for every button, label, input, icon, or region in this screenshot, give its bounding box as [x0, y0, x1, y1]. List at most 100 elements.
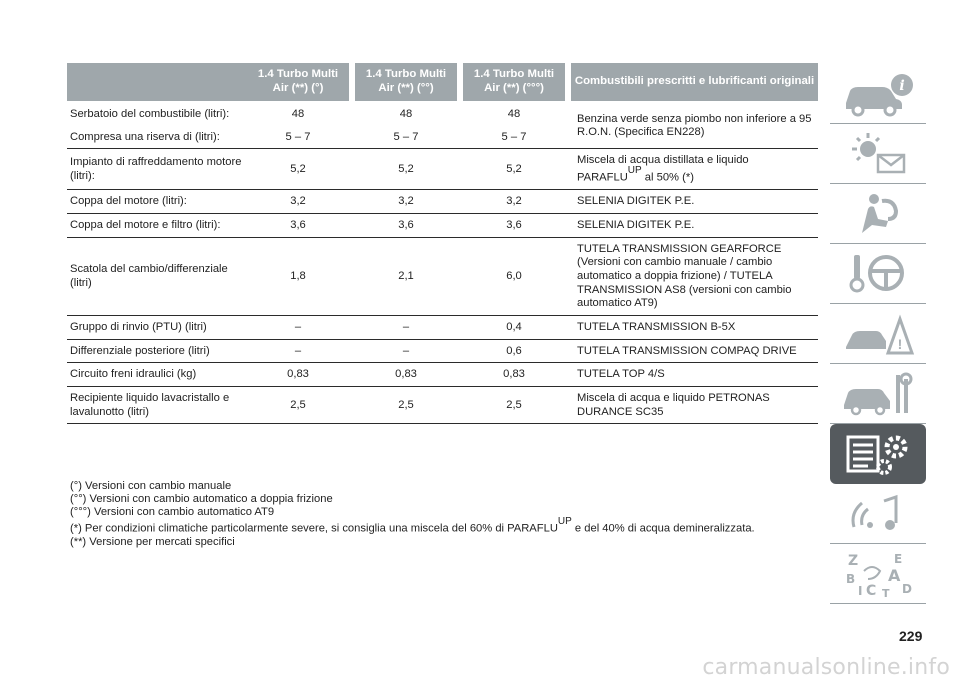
- value-cell: 3,2: [290, 195, 306, 208]
- header-engine-at9: 1.4 Turbo Multi Air (**) (°°°): [463, 63, 565, 101]
- paraflu-up-sup: UP: [627, 164, 642, 176]
- svg-text:T: T: [882, 587, 890, 599]
- svg-text:D: D: [902, 582, 912, 596]
- svg-text:E: E: [894, 552, 902, 566]
- technical-data-icon: [846, 435, 908, 475]
- svg-text:A: A: [888, 566, 901, 585]
- multimedia-icon: [851, 494, 898, 530]
- car-maintenance-icon: [844, 372, 913, 415]
- value-cell: 2,5: [398, 398, 414, 411]
- row-label: Serbatoio del combustibile (litri):: [70, 108, 230, 120]
- value-cell: 48: [291, 108, 305, 120]
- table-row: Differenziale posteriore (litri) – – 0,6…: [67, 339, 818, 363]
- value-cell: 3,6: [290, 219, 306, 232]
- row-label: Gruppo di rinvio (PTU) (litri): [70, 320, 207, 333]
- alphabetical-index-icon: Z E B A I C T D: [846, 552, 912, 599]
- tab-car-info[interactable]: i: [830, 64, 926, 124]
- svg-text:!: !: [898, 336, 903, 352]
- svg-text:B: B: [846, 572, 855, 586]
- tab-dashboard-lights[interactable]: [830, 124, 926, 184]
- fluid-cell: SELENIA DIGITEK P.E.: [577, 195, 695, 208]
- value-cell: 1,8: [290, 269, 306, 282]
- value-cell: 3,2: [398, 195, 414, 208]
- footnote-text: (*) Per condizioni climatiche particolar…: [70, 523, 558, 536]
- svg-text:i: i: [899, 78, 904, 94]
- value-cell: 6,0: [506, 269, 522, 282]
- value-cell: –: [294, 320, 302, 333]
- value-cell: –: [402, 344, 410, 357]
- row-label: Impianto di raffreddamento motore (litri…: [70, 156, 242, 182]
- value-cell: 0,83: [503, 368, 525, 381]
- airbag-seat-icon: [862, 193, 899, 233]
- value-cell: –: [402, 320, 410, 333]
- tab-index[interactable]: Z E B A I C T D: [830, 544, 926, 604]
- header-engine-dual-clutch: 1.4 Turbo Multi Air (**) (°°): [355, 63, 457, 101]
- footnote: (°°°) Versioni con cambio automatico AT9: [70, 506, 275, 519]
- tab-technical-data[interactable]: [830, 424, 926, 484]
- table-row: Gruppo di rinvio (PTU) (litri) – – 0,4 T…: [67, 315, 818, 340]
- table-footnotes: (°) Versioni con cambio manuale (°°) Ver…: [70, 480, 830, 549]
- row-label: Recipiente liquido lavacristallo e laval…: [70, 391, 230, 418]
- table-row: Serbatoio del combustibile (litri): 48 4…: [67, 101, 818, 150]
- chapter-sidebar: i !: [830, 64, 926, 604]
- table-row: Recipiente liquido lavacristallo e laval…: [67, 386, 818, 424]
- tab-multimedia[interactable]: [830, 484, 926, 544]
- footnote: (*) Per condizioni climatiche particolar…: [70, 516, 830, 536]
- emergency-icon: !: [846, 313, 915, 354]
- table-header-row: 1.4 Turbo Multi Air (**) (°) 1.4 Turbo M…: [67, 63, 818, 101]
- fluid-cell: TUTELA TRANSMISSION B-5X: [577, 320, 736, 333]
- tab-maintenance[interactable]: [830, 364, 926, 424]
- value-cell: 5,2: [506, 163, 522, 175]
- table-row: Circuito freni idraulici (kg) 0,83 0,83 …: [67, 363, 818, 387]
- row-label: Circuito freni idraulici (kg): [70, 368, 197, 381]
- header-blank: [67, 63, 247, 101]
- fluid-cell: TUTELA TRANSMISSION GEARFORCE (Versioni …: [577, 242, 792, 310]
- table-row: Impianto di raffreddamento motore (litri…: [67, 149, 818, 190]
- footnote-text-tail: e del 40% di acqua demineralizzata.: [571, 523, 755, 536]
- value-cell: 5 – 7: [355, 125, 457, 150]
- value-cell: –: [294, 344, 302, 357]
- footnote: (**) Versione per mercati specifici: [70, 536, 235, 549]
- fluid-cell: Miscela di acqua distillata e liquido PA…: [571, 149, 818, 190]
- fluid-cell: TUTELA TRANSMISSION COMPAQ DRIVE: [577, 344, 797, 357]
- value-cell: 0,83: [395, 368, 417, 381]
- tab-starting-driving[interactable]: [830, 244, 926, 304]
- table-row: Compresa una riserva di (litri): 5 – 7 5…: [67, 125, 818, 150]
- value-cell: 5,2: [290, 163, 306, 175]
- value-cell: 3,2: [506, 195, 522, 208]
- fluid-cell: Miscela di acqua e liquido PETRONAS DURA…: [577, 391, 770, 418]
- value-cell: 48: [399, 108, 413, 120]
- value-cell: 3,6: [506, 219, 522, 232]
- fluid-cell-fuel: Benzina verde senza piombo non inferiore…: [571, 101, 818, 150]
- row-label: Coppa del motore e filtro (litri):: [70, 219, 221, 232]
- value-cell: 0,4: [506, 320, 522, 333]
- value-cell: 5,2: [398, 163, 414, 175]
- car-info-icon: i: [846, 73, 913, 116]
- header-engine-manual: 1.4 Turbo Multi Air (**) (°): [247, 63, 349, 101]
- row-label: Compresa una riserva di (litri):: [67, 125, 247, 150]
- tab-emergency[interactable]: !: [830, 304, 926, 364]
- key-steering-wheel-icon: [849, 254, 904, 292]
- row-label: Scatola del cambio/differenziale (litri): [70, 263, 228, 289]
- footnote: (°°) Versioni con cambio automatico a do…: [70, 493, 333, 506]
- tab-safety[interactable]: [830, 184, 926, 244]
- fluid-cell: SELENIA DIGITEK P.E.: [577, 219, 695, 232]
- svg-text:C: C: [866, 583, 876, 599]
- watermark: carmanualsonline.info: [702, 655, 950, 680]
- value-cell: 2,5: [506, 398, 522, 411]
- table-row: Coppa del motore e filtro (litri): 3,6 3…: [67, 214, 818, 238]
- fluid-text-tail: al 50% (*): [641, 171, 694, 184]
- svg-text:I: I: [858, 584, 862, 598]
- table-row: Scatola del cambio/differenziale (litri)…: [67, 237, 818, 316]
- value-cell: 0,6: [506, 344, 522, 357]
- capacities-table: 1.4 Turbo Multi Air (**) (°) 1.4 Turbo M…: [67, 63, 818, 424]
- value-cell: 0,83: [287, 368, 309, 381]
- dashboard-lights-icon: [852, 132, 906, 173]
- fluid-text: Miscela di acqua distillata e liquido PA…: [577, 154, 749, 184]
- page-number: 229: [899, 628, 923, 644]
- value-cell: 2,5: [290, 398, 306, 411]
- value-cell: 5 – 7: [247, 125, 349, 150]
- footnote: (°) Versioni con cambio manuale: [70, 480, 232, 492]
- table-row: Coppa del motore (litri): 3,2 3,2 3,2 SE…: [67, 190, 818, 214]
- row-label: Differenziale posteriore (litri): [70, 344, 210, 357]
